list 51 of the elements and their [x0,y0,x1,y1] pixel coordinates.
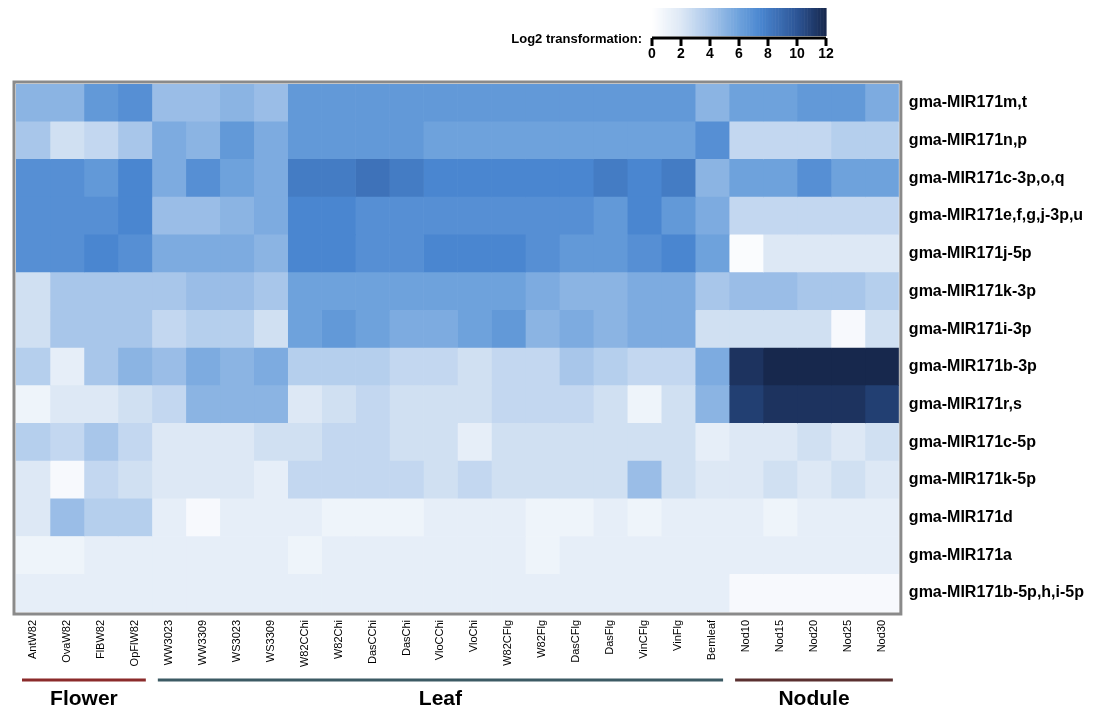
x-tick-label: WS3309 [263,619,276,663]
x-tick-label: VloChi [467,619,480,653]
x-tick-label: OpFlW82 [127,619,140,667]
color-bar-label: 8 [764,44,773,61]
y-tick-label: gma-MIR171r,s [908,394,1022,412]
y-tick-label: gma-MIR171n,p [908,130,1028,148]
x-tick-label: VinCFlg [637,619,650,659]
y-tick-label: gma-MIR171j-5p [908,244,1032,262]
y-tick-label: gma-MIR171d [908,508,1013,526]
x-tick-label: DasCChi [365,619,378,664]
color-bar-label: 6 [735,44,744,61]
x-tick-label: W82Flg [535,619,548,658]
color-bar-label: 12 [818,44,834,61]
x-tick-label: FlBW82 [93,619,106,660]
y-tick-label: gma-MIR171m,t [908,93,1028,111]
x-tick-label: Nod15 [773,619,786,653]
y-tick-label: gma-MIR171i-3p [908,319,1032,337]
x-tick-label: AntW82 [26,619,39,660]
color-bar-title: Log2 transformation: [511,30,642,46]
text: Flower [50,686,118,710]
x-tick-label: DasCFlg [569,619,582,663]
y-tick-label: gma-MIR171k-3p [908,281,1037,299]
y-tick-label: gma-MIR171b-5p,h,i-5p [908,583,1085,601]
x-tick-label: DasFlg [603,619,616,655]
x-tick-label: VinFlg [671,619,684,651]
y-tick-label: gma-MIR171e,f,g,j-3p,u [908,206,1084,224]
text: Leaf [418,686,464,710]
y-tick-label: gma-MIR171b-3p [908,357,1038,375]
x-tick-label: WS3023 [229,619,242,663]
x-tick-label: W82CFlg [501,619,514,666]
color-bar-label: 2 [677,44,686,61]
x-tick-label: W82Chi [331,619,344,660]
x-tick-label: Nod30 [874,619,887,653]
x-tick-label: DasChi [399,619,412,657]
x-tick-label: OvaW82 [59,619,72,663]
y-tick-label: gma-MIR171k-5p [908,470,1037,488]
y-tick-label: gma-MIR171c-3p,o,q [908,168,1065,186]
x-tick-label: Nod25 [840,619,853,653]
color-bar-label: 4 [706,44,715,61]
text: Nodule [778,686,850,710]
x-tick-label: Nod10 [739,619,752,653]
x-tick-label: W82CChi [297,619,310,668]
color-bar-label: 10 [789,44,805,61]
x-tick-label: Nod20 [807,619,820,653]
x-tick-label: WW3309 [195,619,208,666]
x-tick-label: WW3023 [161,619,174,666]
x-tick-label: Bemleaf [705,619,718,661]
color-bar-label: 0 [648,44,657,61]
y-tick-label: gma-MIR171a [908,545,1013,563]
x-tick-label: VloCChi [433,619,446,661]
y-tick-label: gma-MIR171c-5p [908,432,1037,450]
